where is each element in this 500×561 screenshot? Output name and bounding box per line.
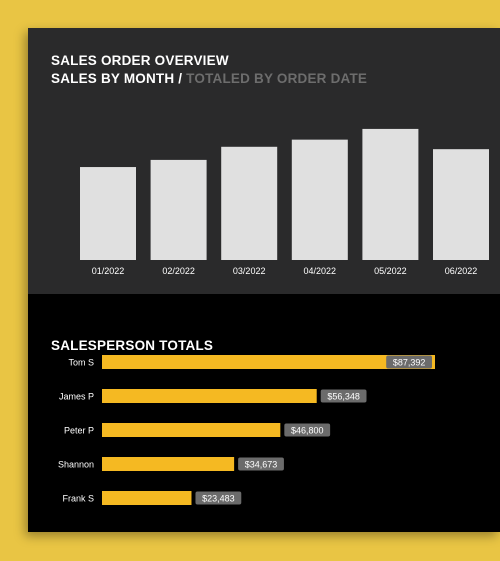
value-label: $87,392 <box>393 358 426 368</box>
month-bar <box>221 146 278 260</box>
salesperson-name: Shannon <box>58 460 94 470</box>
subtitle-main: SALES BY MONTH / <box>51 71 183 86</box>
salesperson-title: SALESPERSON TOTALS <box>51 338 214 353</box>
month-tick-label: 01/2022 <box>92 266 125 276</box>
salesperson-bar <box>102 423 281 437</box>
month-bar <box>291 139 348 260</box>
sales-by-month-panel: SALES ORDER OVERVIEW SALES BY MONTH / TO… <box>28 28 500 294</box>
salesperson-bar <box>102 389 317 403</box>
salesperson-name: Frank S <box>62 494 94 504</box>
month-bar <box>80 167 136 260</box>
month-tick-label: 06/2022 <box>445 266 478 276</box>
salesperson-name: Peter P <box>64 426 94 436</box>
month-bar <box>433 149 489 260</box>
page-title: SALES ORDER OVERVIEW <box>51 53 229 68</box>
salesperson-chart: Tom S $87,392 James P $56,348 Peter P $46,800… <box>58 355 435 505</box>
month-bar <box>362 128 419 260</box>
value-badge <box>238 457 284 471</box>
salesperson-name: James P <box>59 392 94 402</box>
salesperson-name: Tom S <box>68 358 94 368</box>
salesperson-bar <box>102 491 192 505</box>
month-tick-label: 04/2022 <box>304 266 337 276</box>
chart-subtitle: SALES BY MONTH / TOTALED BY ORDER DATE <box>51 71 367 86</box>
month-bar <box>150 159 207 260</box>
value-badge <box>386 355 432 369</box>
month-tick-label: 05/2022 <box>374 266 407 276</box>
sales-by-month-chart: 01/2022 02/2022 03/2022 04/2022 05/2022 06/20… <box>80 128 489 276</box>
value-badge <box>284 423 331 437</box>
month-tick-label: 03/2022 <box>233 266 266 276</box>
value-badge <box>195 491 242 505</box>
salesperson-bar <box>102 355 435 369</box>
month-tick-label: 02/2022 <box>162 266 195 276</box>
salesperson-bar <box>102 457 235 471</box>
value-label: $56,348 <box>327 392 360 402</box>
value-label: $23,483 <box>202 494 235 504</box>
subtitle-muted: TOTALED BY ORDER DATE <box>186 71 368 86</box>
salesperson-panel: SALESPERSON TOTALS Tom S $87,392 James P $5… <box>28 294 500 532</box>
value-label: $46,800 <box>291 426 324 436</box>
dashboard-card: SALES ORDER OVERVIEW SALES BY MONTH / TO… <box>28 28 500 532</box>
value-label: $34,673 <box>245 460 278 470</box>
value-badge <box>320 389 367 403</box>
